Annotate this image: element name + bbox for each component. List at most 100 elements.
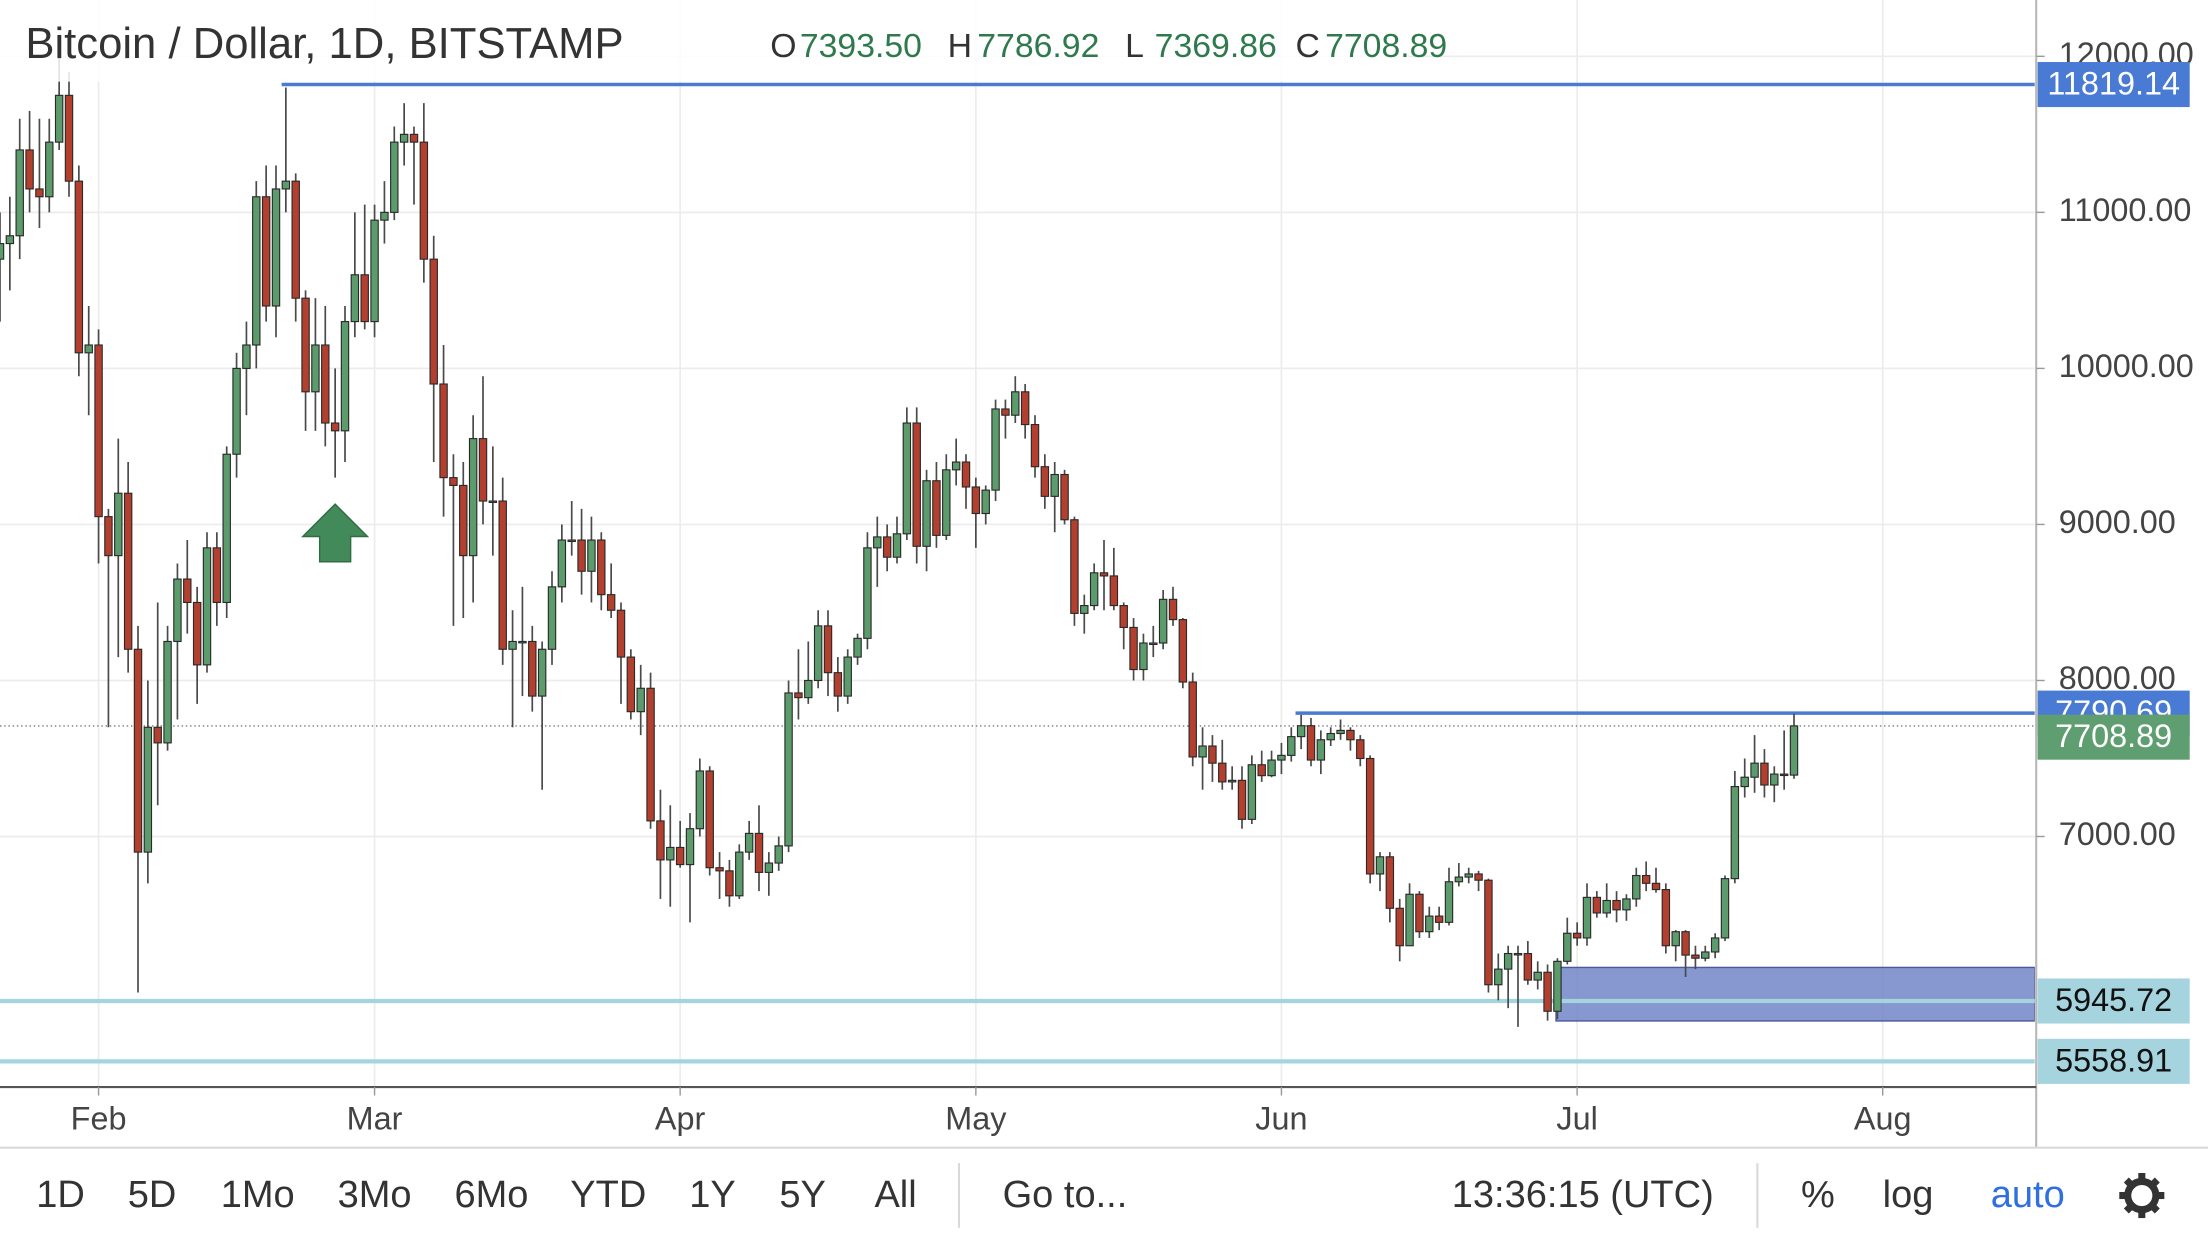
candle-body <box>419 141 429 260</box>
candle-body <box>1188 681 1197 758</box>
candle-body <box>261 196 271 307</box>
candle-body <box>1080 605 1089 614</box>
candle-body <box>321 344 330 424</box>
candle-body <box>84 344 93 354</box>
log-toggle[interactable]: log <box>1883 1174 1934 1216</box>
candle-body <box>478 438 488 502</box>
candle-body <box>301 297 310 393</box>
range-button[interactable]: 1D <box>36 1174 85 1216</box>
support-zone <box>1555 966 2035 1022</box>
range-button[interactable]: 5D <box>128 1174 177 1216</box>
candle-body <box>981 489 990 515</box>
candle-body <box>577 539 586 572</box>
y-tick-label: 7000.00 <box>2059 816 2176 852</box>
candle-body <box>528 640 537 697</box>
candle-body <box>1425 915 1434 933</box>
candle-body <box>567 539 576 543</box>
candle-body <box>1030 424 1040 468</box>
candle-body <box>54 94 64 143</box>
candle-body <box>1464 873 1473 878</box>
candle-body <box>656 820 665 861</box>
candle-body <box>15 149 24 237</box>
candle-body <box>1267 759 1276 777</box>
candle-body <box>1395 907 1404 947</box>
candle-body <box>1089 572 1099 607</box>
candle-body <box>1484 879 1493 986</box>
candle-body <box>153 726 162 744</box>
candle-body <box>1513 952 1523 956</box>
candle-body <box>1375 856 1385 875</box>
range-button[interactable]: 6Mo <box>454 1174 528 1216</box>
last-price-label-bg <box>2037 714 2190 760</box>
candle-body <box>192 601 202 666</box>
candle-body <box>1750 762 1759 778</box>
ohlc-key: C <box>1296 27 1320 65</box>
chart-title: Bitcoin / Dollar, 1D, BITSTAMP <box>25 19 623 68</box>
candle-body <box>1227 779 1237 783</box>
level-layer <box>0 82 2035 1064</box>
zone-layer <box>1555 966 2035 1022</box>
candle-body <box>173 578 182 643</box>
ohlc-value: 7393.50 <box>800 27 922 65</box>
candle-body <box>212 547 222 604</box>
last-price-label: 7708.89 <box>2055 718 2172 754</box>
candle-body <box>1651 882 1661 891</box>
candle-body <box>25 149 34 190</box>
candle-body <box>1326 732 1335 741</box>
range-button[interactable]: YTD <box>570 1174 646 1216</box>
range-button[interactable]: 3Mo <box>338 1174 412 1216</box>
candle-body <box>1612 899 1621 911</box>
x-tick-label: Aug <box>1854 1100 1912 1136</box>
candle-body <box>1119 605 1128 628</box>
range-button[interactable]: 1Y <box>689 1174 736 1216</box>
candle-body <box>853 637 862 658</box>
candle-body <box>45 141 54 198</box>
ohlc-value: 7708.89 <box>1325 27 1447 65</box>
candle-body <box>1543 971 1552 1012</box>
candle-body <box>360 274 369 323</box>
candle-body <box>744 832 754 853</box>
level-label-bg <box>2037 978 2190 1024</box>
candle-body <box>1740 776 1749 788</box>
candle-body <box>764 862 774 873</box>
candle-body <box>1730 786 1740 880</box>
range-button[interactable]: All <box>874 1174 916 1216</box>
candle-body <box>74 180 84 354</box>
candle-body <box>646 687 655 822</box>
candle-body <box>311 344 320 393</box>
range-button[interactable]: 1Mo <box>221 1174 295 1216</box>
goto-button[interactable]: Go to... <box>1003 1174 1128 1216</box>
candle-body <box>626 656 636 713</box>
candle-body <box>1474 873 1483 881</box>
candle-body <box>1040 466 1050 497</box>
candle-body <box>1168 598 1178 621</box>
candle-body <box>882 536 892 558</box>
ohlc-key: H <box>948 27 972 65</box>
candle-body <box>439 383 448 479</box>
settings-button[interactable] <box>2119 1173 2165 1219</box>
auto-toggle[interactable]: auto <box>1991 1174 2065 1216</box>
candle-body <box>1011 391 1020 416</box>
candle-body <box>1454 876 1464 883</box>
range-button[interactable]: 5Y <box>779 1174 826 1216</box>
percent-toggle[interactable]: % <box>1801 1174 1835 1216</box>
candle-body <box>242 344 251 369</box>
candle-body <box>1099 572 1109 577</box>
candle-body <box>1257 764 1266 777</box>
level-label-bg <box>2037 62 2190 108</box>
candle-body <box>922 480 931 547</box>
candle-body <box>961 461 971 488</box>
candle-body <box>222 453 231 604</box>
range-buttons: 1D 5D 1Mo 3Mo 6Mo YTD 1Y 5Y All <box>36 1174 916 1216</box>
candle-body <box>784 692 793 847</box>
candle-body <box>94 344 103 518</box>
candle-body <box>715 867 724 872</box>
candle-body <box>1632 874 1641 900</box>
candle-body <box>35 188 44 198</box>
candle-body <box>1563 932 1572 962</box>
candle-body <box>518 640 527 644</box>
ohlc-value: 7369.86 <box>1155 27 1277 65</box>
candle-body <box>912 422 921 547</box>
candle-body <box>1720 878 1730 939</box>
